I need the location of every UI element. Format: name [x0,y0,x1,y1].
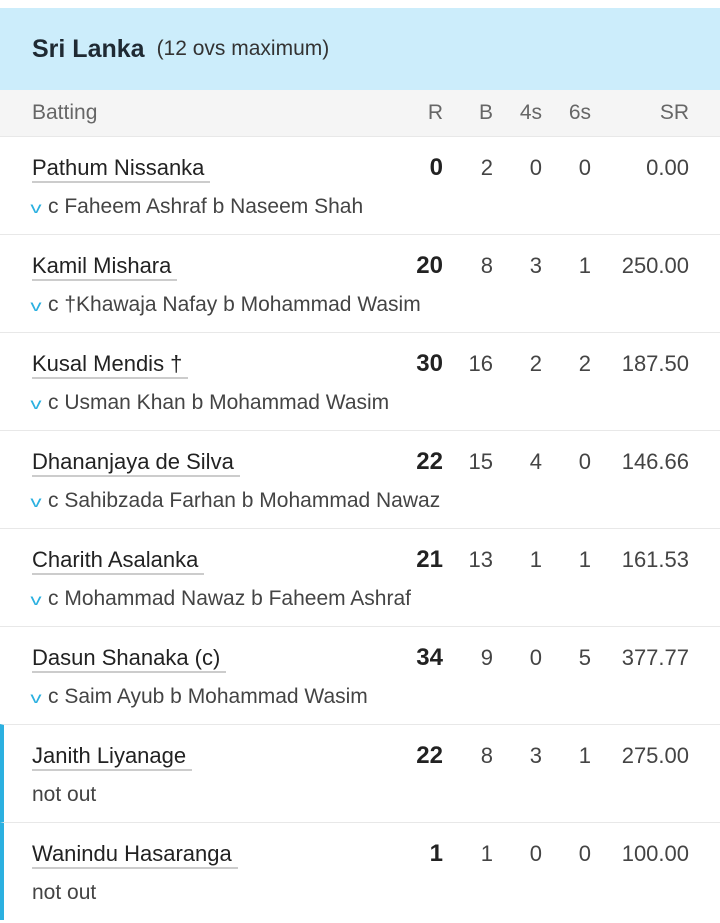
col-6s: 6s [568,101,591,124]
batter-name-link[interactable]: Kamil Mishara [32,253,178,281]
runs: 20 [416,252,443,279]
col-batting: Batting [32,101,98,124]
strike-rate: 146.66 [621,449,689,474]
col-r: R [427,101,443,124]
chevron-down-icon[interactable]: v [30,298,42,315]
dismissal[interactable]: v c Mohammad Nawaz b Faheem Ashraf [30,587,411,611]
overs-info: (12 ovs maximum) [156,37,330,60]
runs: 30 [416,350,443,377]
fours: 0 [529,841,542,866]
sixes: 5 [578,645,591,670]
strike-rate: 100.00 [621,841,689,866]
dismissal-text: c Saim Ayub b Mohammad Wasim [48,685,368,708]
dismissal[interactable]: v c Faheem Ashraf b Naseem Shah [30,195,364,219]
batter-row: Dasun Shanaka (c) v c Saim Ayub b Mohamma… [0,626,720,724]
batter-row: Kamil Mishara v c †Khawaja Nafay b Mohamm… [0,234,720,332]
batter-name-link[interactable]: Charith Asalanka [32,547,205,575]
chevron-down-icon[interactable]: v [30,592,42,609]
col-b: B [478,101,493,124]
batter-row: Wanindu Hasaranga not out 1 1 0 0 100.00 [0,822,720,920]
fours: 4 [529,449,542,474]
balls: 2 [480,155,493,180]
fours: 0 [529,645,542,670]
balls: 15 [468,449,493,474]
balls: 9 [480,645,493,670]
team-name: Sri Lanka [32,34,145,63]
dismissal-text: c Sahibzada Farhan b Mohammad Nawaz [48,489,441,512]
dismissal-text: c Faheem Ashraf b Naseem Shah [48,195,364,218]
batter-row: Kusal Mendis † v c Usman Khan b Mohammad … [0,332,720,430]
dismissal-text: not out [32,881,97,904]
sixes: 2 [578,351,591,376]
balls: 13 [468,547,493,572]
dismissal-text: c †Khawaja Nafay b Mohammad Wasim [48,293,421,316]
strike-rate: 377.77 [621,645,689,670]
batter-name-link[interactable]: Dhananjaya de Silva [32,449,240,477]
chevron-down-icon[interactable]: v [30,396,42,413]
runs: 0 [429,154,443,181]
batter-name-link[interactable]: Kusal Mendis † [32,351,189,379]
chevron-down-icon[interactable]: v [30,690,42,707]
strike-rate: 0.00 [646,155,689,180]
dismissal-text: not out [32,783,97,806]
batter-row: Janith Liyanage not out 22 8 3 1 275.00 [0,724,720,822]
strike-rate: 187.50 [621,351,689,376]
col-4s: 4s [519,101,542,124]
dismissal-text: c Mohammad Nawaz b Faheem Ashraf [48,587,411,610]
dismissal[interactable]: v c †Khawaja Nafay b Mohammad Wasim [30,293,421,317]
batter-row: Dhananjaya de Silva v c Sahibzada Farhan … [0,430,720,528]
dismissal-text: c Usman Khan b Mohammad Wasim [48,391,390,414]
batter-name-link[interactable]: Janith Liyanage [32,743,193,771]
chevron-down-icon[interactable]: v [30,200,42,217]
sixes: 1 [578,547,591,572]
dismissal[interactable]: v c Saim Ayub b Mohammad Wasim [30,685,368,709]
strike-rate: 161.53 [621,547,689,572]
dismissal[interactable]: v c Usman Khan b Mohammad Wasim [30,391,390,415]
balls: 16 [468,351,493,376]
column-header: Batting R B 4s 6s SR [0,90,720,136]
batting-list: Pathum Nissanka v c Faheem Ashraf b Nasee… [0,136,720,920]
fours: 0 [529,155,542,180]
innings-header: Sri Lanka (12 ovs maximum) [0,8,720,90]
runs: 22 [416,448,443,475]
runs: 21 [416,546,443,573]
strike-rate: 250.00 [621,253,689,278]
dismissal[interactable]: v c Sahibzada Farhan b Mohammad Nawaz [30,489,441,513]
sixes: 0 [578,841,591,866]
batter-row: Pathum Nissanka v c Faheem Ashraf b Nasee… [0,136,720,234]
col-sr: SR [659,101,689,124]
fours: 1 [529,547,542,572]
batter-name-link[interactable]: Dasun Shanaka (c) [32,645,227,673]
sixes: 0 [578,155,591,180]
sixes: 1 [578,253,591,278]
runs: 34 [416,644,443,671]
fours: 2 [529,351,542,376]
dismissal: not out [32,783,96,807]
balls: 1 [480,841,493,866]
fours: 3 [529,743,542,768]
batter-row: Charith Asalanka v c Mohammad Nawaz b Fah… [0,528,720,626]
strike-rate: 275.00 [621,743,689,768]
sixes: 1 [578,743,591,768]
fours: 3 [529,253,542,278]
balls: 8 [480,743,493,768]
runs: 22 [416,742,443,769]
dismissal: not out [32,881,96,905]
runs: 1 [429,840,443,867]
chevron-down-icon[interactable]: v [30,494,42,511]
batter-name-link[interactable]: Pathum Nissanka [32,155,211,183]
batter-name-link[interactable]: Wanindu Hasaranga [32,841,238,869]
sixes: 0 [578,449,591,474]
balls: 8 [480,253,493,278]
